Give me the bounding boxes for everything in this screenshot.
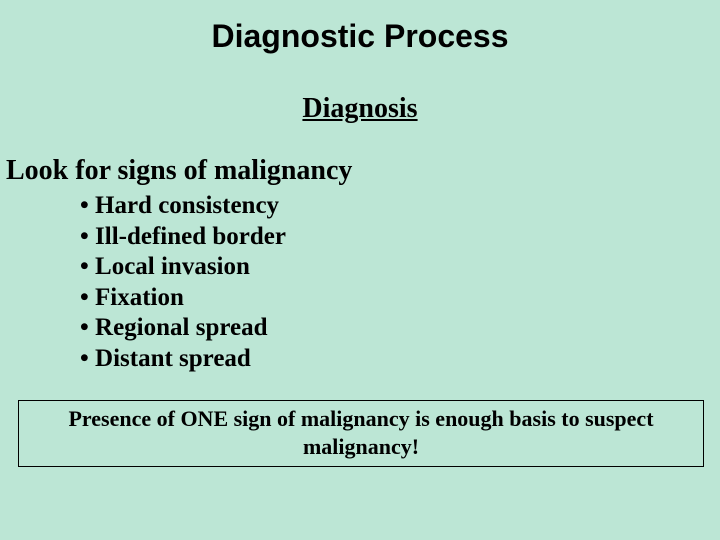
list-item: • Hard consistency	[80, 191, 720, 222]
bullet-text: Hard consistency	[95, 192, 279, 219]
bullet-text: Distant spread	[95, 345, 251, 372]
slide-title: Diagnostic Process	[0, 0, 720, 55]
bullet-text: Ill-defined border	[95, 223, 286, 250]
list-item: • Local invasion	[80, 252, 720, 283]
list-item: • Fixation	[80, 283, 720, 314]
bullet-text: Regional spread	[95, 314, 267, 341]
list-item: • Regional spread	[80, 313, 720, 344]
bullet-text: Fixation	[95, 284, 184, 311]
bullet-icon: •	[80, 344, 89, 375]
bullet-list: • Hard consistency • Ill-defined border …	[80, 191, 720, 374]
bullet-text: Local invasion	[95, 253, 250, 280]
bullet-icon: •	[80, 191, 89, 222]
list-item: • Ill-defined border	[80, 222, 720, 253]
bullet-icon: •	[80, 252, 89, 283]
bullet-icon: •	[80, 313, 89, 344]
callout-box: Presence of ONE sign of malignancy is en…	[18, 400, 704, 467]
bullet-icon: •	[80, 283, 89, 314]
section-heading: Look for signs of malignancy	[6, 155, 720, 187]
slide-subtitle: Diagnosis	[0, 93, 720, 125]
list-item: • Distant spread	[80, 344, 720, 375]
bullet-icon: •	[80, 222, 89, 253]
